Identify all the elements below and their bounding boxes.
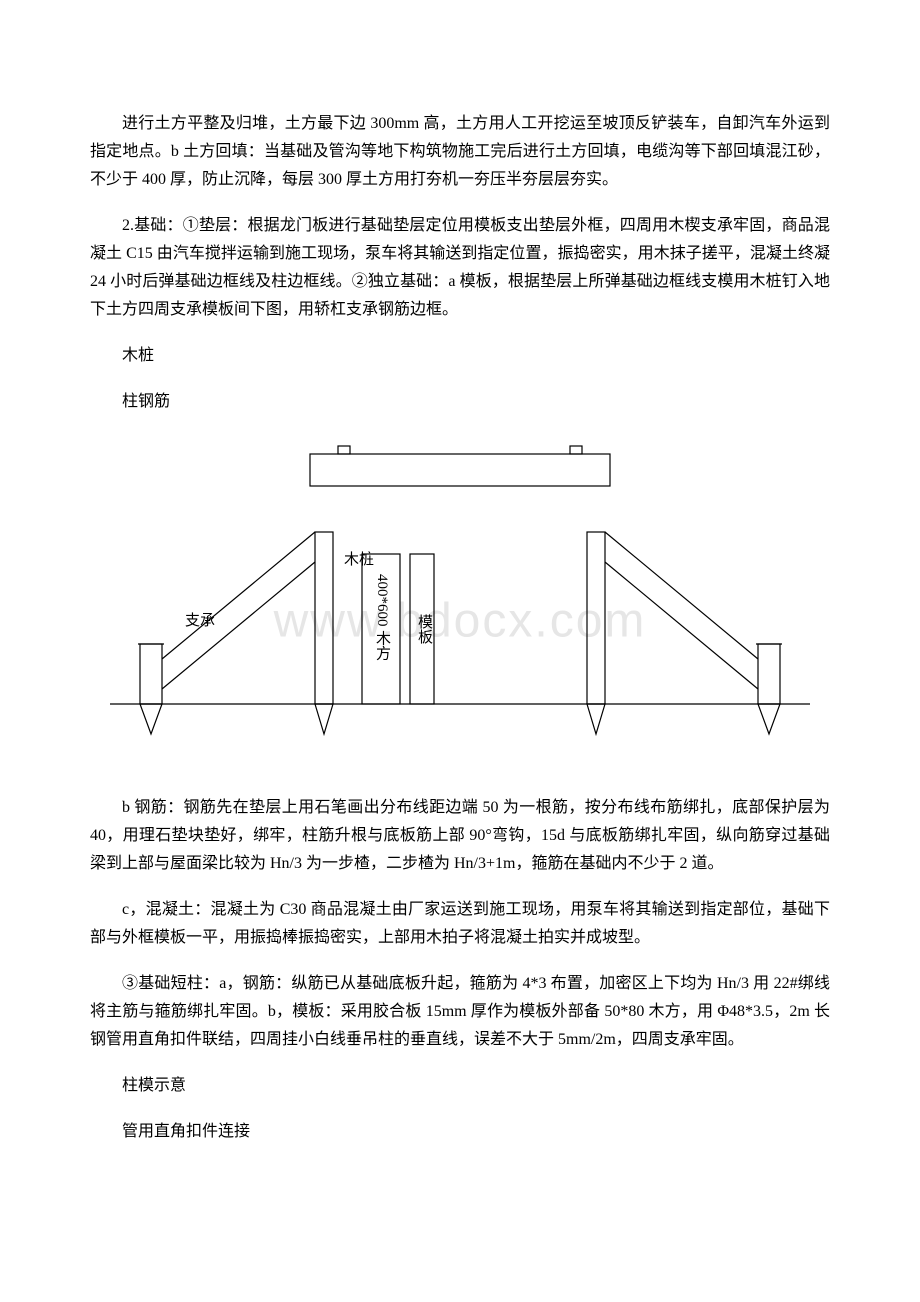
label-muzhuang: 木桩	[344, 548, 374, 569]
paragraph-5: b 钢筋：钢筋先在垫层上用石笔画出分布线距边端 50 为一根筋，按分布线布筋绑扎…	[90, 794, 830, 878]
paragraph-9: 管用直角扣件连接	[90, 1118, 830, 1146]
paragraph-6: c，混凝土：混凝土为 C30 商品混凝土由厂家运送到施工现场，用泵车将其输送到指…	[90, 896, 830, 952]
foundation-diagram: www.bdocx.com	[90, 434, 830, 764]
paragraph-3: 木桩	[90, 342, 830, 370]
document-page: 进行土方平整及归堆，土方最下边 300mm 高，土方用人工开挖运至坡顶反铲装车，…	[0, 0, 920, 1224]
label-muban: 模板	[414, 614, 435, 644]
paragraph-4: 柱钢筋	[90, 388, 830, 416]
paragraph-7: ③基础短柱：a，钢筋：纵筋已从基础底板升起，箍筋为 4*3 布置，加密区上下均为…	[90, 970, 830, 1054]
paragraph-2: 2.基础：①垫层：根据龙门板进行基础垫层定位用模板支出垫层外框，四周用木楔支承牢…	[90, 212, 830, 324]
label-zhicheng: 支承	[185, 609, 215, 630]
paragraph-1: 进行土方平整及归堆，土方最下边 300mm 高，土方用人工开挖运至坡顶反铲装车，…	[90, 110, 830, 194]
paragraph-8: 柱模示意	[90, 1072, 830, 1100]
diagram-svg	[90, 434, 830, 764]
label-mufang: 400*600 木方	[372, 574, 393, 660]
